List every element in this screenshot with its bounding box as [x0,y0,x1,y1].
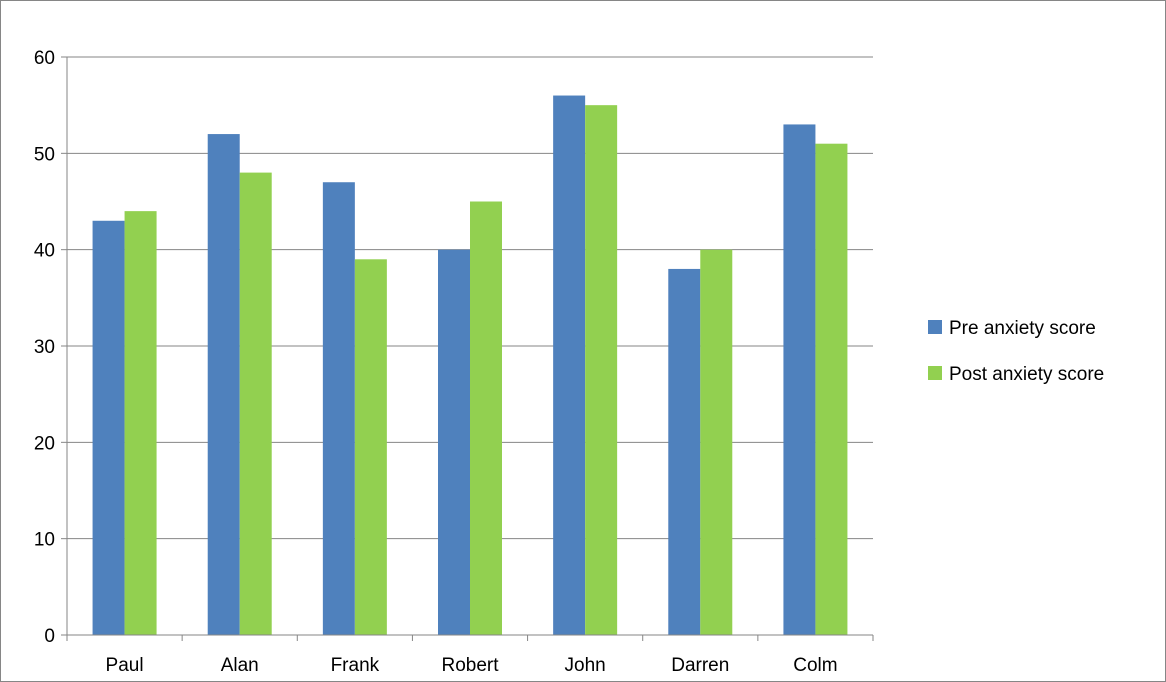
bar-post-colm [815,143,848,635]
bar-pre-paul [92,220,125,635]
axes [61,56,874,641]
bar-pre-darren [668,268,701,635]
bar-post-frank [354,259,387,635]
x-tick-label: Frank [331,655,380,676]
x-tick-label: Colm [793,655,837,676]
x-tick-label: Paul [106,655,144,676]
y-axis-tick-labels: 0 10 20 30 40 50 60 [34,48,55,647]
legend-label: Pre anxiety score [949,318,1096,339]
legend-swatch [928,366,942,380]
bar-post-paul [124,211,157,635]
x-tick-label: John [565,655,606,676]
legend-label: Post anxiety score [949,364,1104,385]
bar-post-robert [470,201,502,635]
y-tick-label: 40 [34,241,55,262]
x-tick-label: Darren [671,655,729,676]
x-tick-label: Robert [441,655,499,676]
y-tick-label: 30 [34,337,55,358]
bar-pre-colm [783,124,816,635]
bars [92,95,848,636]
legend-swatch [928,320,942,334]
bar-post-darren [700,249,733,635]
y-tick-label: 10 [34,530,55,551]
y-tick-label: 50 [34,144,55,165]
bar-post-john [585,105,618,635]
bar-pre-robert [438,249,470,635]
bar-pre-john [553,95,586,636]
bar-post-alan [239,172,272,635]
bar-pre-frank [322,182,355,635]
y-tick-label: 60 [34,48,55,69]
legend: Pre anxiety score Post anxiety score [928,318,1104,385]
x-axis-tick-labels: Paul Alan Frank Robert John Darren Colm [106,655,838,676]
bar-pre-alan [207,134,240,636]
x-tick-label: Alan [221,655,259,676]
y-tick-label: 20 [34,433,55,454]
y-tick-label: 0 [44,626,55,647]
